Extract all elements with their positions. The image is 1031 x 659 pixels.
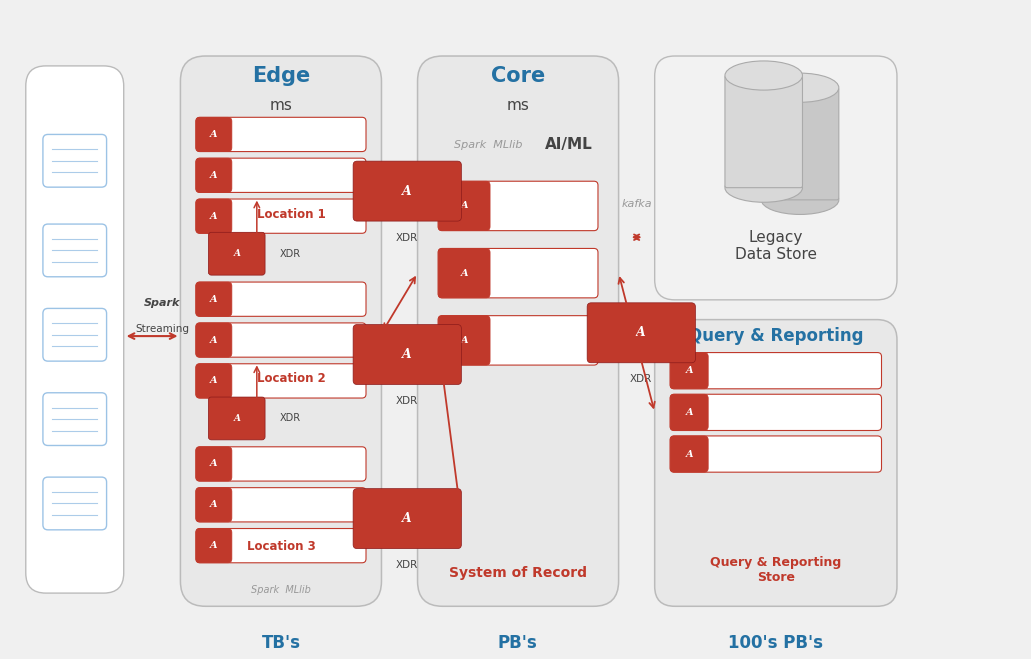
FancyBboxPatch shape	[196, 488, 232, 522]
FancyBboxPatch shape	[208, 397, 265, 440]
FancyBboxPatch shape	[196, 323, 232, 357]
Text: Streaming: Streaming	[135, 324, 190, 335]
FancyBboxPatch shape	[438, 316, 598, 365]
FancyBboxPatch shape	[196, 447, 366, 481]
FancyBboxPatch shape	[354, 489, 462, 548]
Text: Location 1: Location 1	[257, 208, 326, 221]
Text: A: A	[402, 185, 412, 198]
Text: Core: Core	[491, 66, 545, 86]
Text: TB's: TB's	[262, 633, 301, 652]
FancyBboxPatch shape	[196, 282, 232, 316]
FancyBboxPatch shape	[26, 66, 124, 593]
FancyBboxPatch shape	[761, 88, 839, 200]
FancyBboxPatch shape	[670, 353, 882, 389]
Text: A: A	[460, 269, 468, 277]
FancyBboxPatch shape	[418, 56, 619, 606]
Text: XDR: XDR	[279, 413, 300, 424]
Ellipse shape	[761, 185, 839, 214]
Text: A: A	[460, 336, 468, 345]
Text: A: A	[210, 295, 218, 304]
Text: A: A	[233, 414, 240, 423]
Text: Spark  MLlib: Spark MLlib	[454, 140, 522, 150]
FancyBboxPatch shape	[670, 394, 708, 430]
Text: XDR: XDR	[396, 560, 419, 570]
Text: Location 2: Location 2	[257, 372, 326, 386]
Text: A: A	[210, 459, 218, 469]
Text: A: A	[210, 171, 218, 180]
Text: sec-to-mins: sec-to-mins	[737, 353, 814, 366]
FancyBboxPatch shape	[655, 56, 897, 300]
FancyBboxPatch shape	[196, 158, 232, 192]
FancyBboxPatch shape	[196, 199, 366, 233]
FancyBboxPatch shape	[196, 117, 232, 152]
FancyBboxPatch shape	[354, 161, 462, 221]
FancyBboxPatch shape	[208, 233, 265, 275]
Text: A: A	[402, 348, 412, 361]
Text: ms: ms	[269, 98, 293, 113]
Text: A: A	[686, 449, 693, 459]
FancyBboxPatch shape	[196, 529, 232, 563]
FancyBboxPatch shape	[196, 117, 366, 152]
FancyBboxPatch shape	[196, 529, 366, 563]
FancyBboxPatch shape	[670, 353, 708, 389]
FancyBboxPatch shape	[438, 181, 598, 231]
Text: A: A	[686, 408, 693, 417]
Text: A: A	[686, 366, 693, 375]
Text: AI/ML: AI/ML	[544, 138, 592, 152]
Text: A: A	[210, 500, 218, 509]
FancyBboxPatch shape	[438, 316, 490, 365]
FancyBboxPatch shape	[655, 320, 897, 606]
FancyBboxPatch shape	[180, 56, 381, 606]
Text: Legacy
Data Store: Legacy Data Store	[735, 230, 817, 262]
FancyBboxPatch shape	[196, 488, 366, 522]
FancyBboxPatch shape	[588, 303, 696, 362]
FancyBboxPatch shape	[196, 364, 366, 398]
Text: A: A	[210, 335, 218, 345]
Text: System of Record: System of Record	[450, 566, 587, 581]
Text: Location 3: Location 3	[246, 540, 315, 554]
Text: Spark: Spark	[144, 298, 180, 308]
FancyBboxPatch shape	[196, 364, 232, 398]
Text: A: A	[402, 512, 412, 525]
FancyBboxPatch shape	[670, 436, 882, 473]
Text: XDR: XDR	[279, 248, 300, 259]
Ellipse shape	[725, 173, 802, 202]
Text: Edge: Edge	[252, 66, 310, 86]
Text: PB's: PB's	[498, 633, 537, 652]
FancyBboxPatch shape	[354, 324, 462, 384]
FancyBboxPatch shape	[196, 282, 366, 316]
Text: A: A	[210, 212, 218, 221]
FancyBboxPatch shape	[196, 447, 232, 481]
FancyBboxPatch shape	[196, 199, 232, 233]
Text: Query & Reporting: Query & Reporting	[688, 327, 864, 345]
FancyBboxPatch shape	[438, 248, 490, 298]
Text: 100's PB's: 100's PB's	[728, 633, 823, 652]
FancyBboxPatch shape	[725, 76, 802, 188]
Ellipse shape	[761, 73, 839, 102]
Text: A: A	[210, 376, 218, 386]
Text: A: A	[460, 202, 468, 210]
Text: A: A	[210, 130, 218, 139]
FancyBboxPatch shape	[196, 158, 366, 192]
Text: A: A	[233, 249, 240, 258]
Text: ms: ms	[506, 98, 530, 113]
Text: Query & Reporting
Store: Query & Reporting Store	[710, 556, 841, 584]
FancyBboxPatch shape	[670, 436, 708, 473]
FancyBboxPatch shape	[438, 181, 490, 231]
Text: XDR: XDR	[396, 396, 419, 406]
FancyBboxPatch shape	[196, 323, 366, 357]
FancyBboxPatch shape	[670, 394, 882, 430]
Text: Spark  SQL: Spark SQL	[745, 374, 806, 384]
Text: XDR: XDR	[396, 233, 419, 243]
Text: A: A	[210, 541, 218, 550]
FancyBboxPatch shape	[438, 248, 598, 298]
Text: A: A	[636, 326, 646, 339]
Text: Spark  MLlib: Spark MLlib	[251, 585, 311, 595]
Text: XDR: XDR	[630, 374, 653, 384]
Ellipse shape	[725, 61, 802, 90]
Text: kafka: kafka	[622, 199, 652, 210]
